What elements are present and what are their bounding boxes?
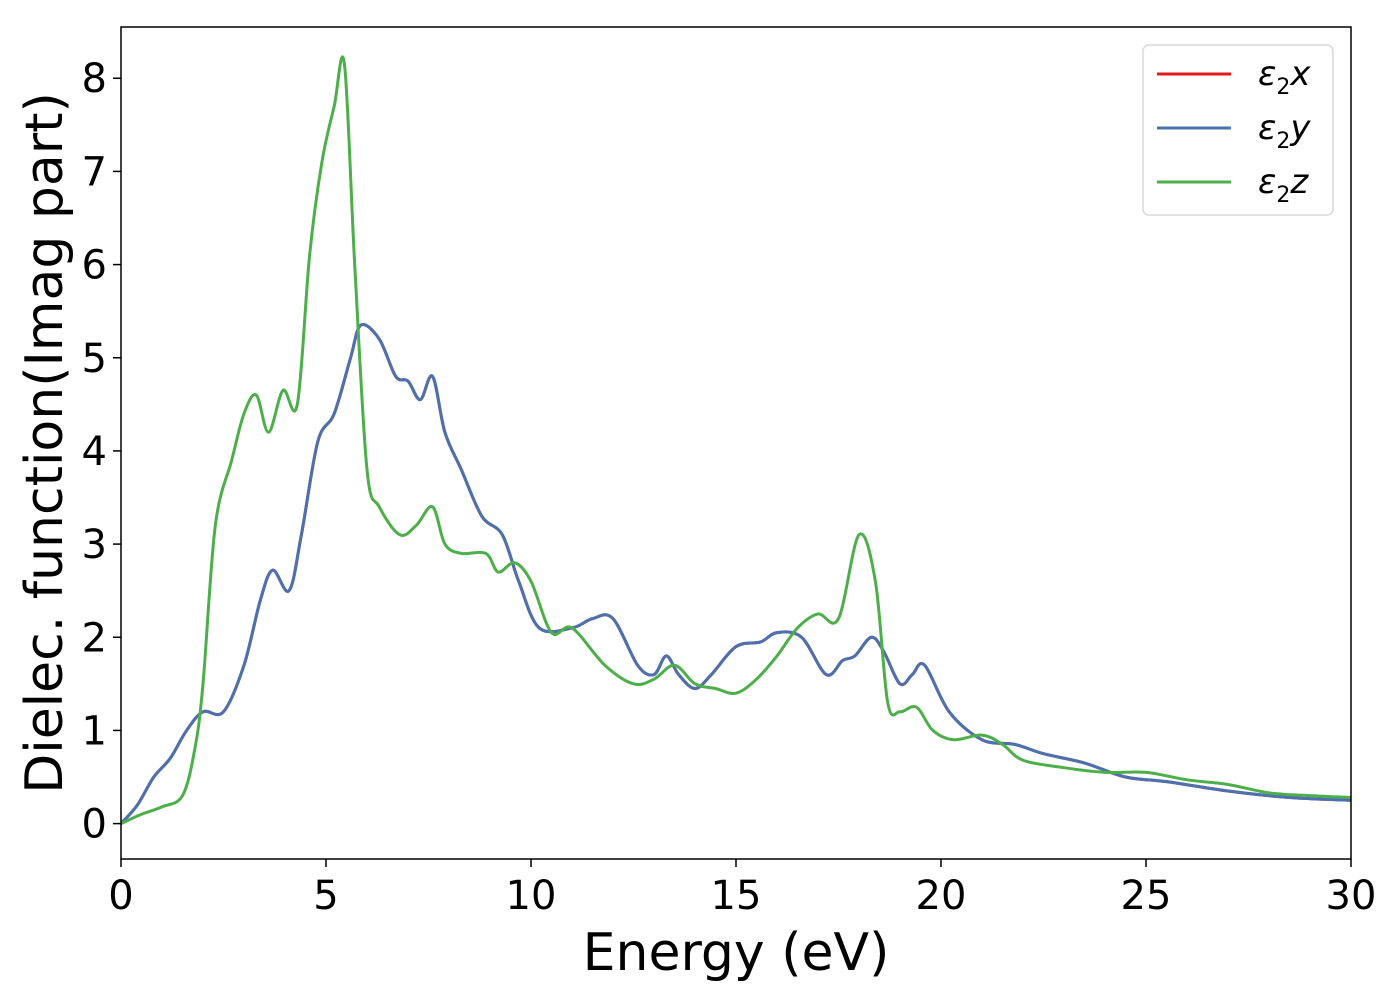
x-tick-label: 25 [1121,873,1172,919]
legend-label-eps2z: ε2z [1258,162,1309,208]
legend-label-eps2x: ε2x [1258,54,1311,100]
legend-box [1142,44,1334,216]
y-tick-label: 0 [82,802,107,848]
y-tick-label: 3 [82,522,107,568]
y-tick-label: 1 [82,708,107,754]
y-tick-label: 7 [82,149,107,195]
legend-items: ε2x ε2y ε2z [1157,54,1311,208]
x-tick-label: 30 [1326,873,1377,919]
x-axis-title: Energy (eV) [583,923,890,983]
y-tick-label: 8 [82,56,107,102]
series-layer [121,55,1351,826]
legend: ε2x ε2y ε2z [1142,44,1334,216]
x-tick-label: 15 [711,873,762,919]
y-tick-label: 2 [82,615,107,661]
x-tick-label: 20 [916,873,967,919]
y-axis-ticks: 0 1 2 3 4 5 6 7 8 [82,56,121,848]
legend-label-eps2y: ε2y [1258,108,1311,154]
x-tick-label: 5 [313,873,338,919]
y-tick-label: 4 [82,429,107,475]
x-axis-ticks: 0 5 10 15 20 25 30 [108,859,1376,919]
series-line-eps2y [121,323,1351,826]
y-tick-label: 6 [82,243,107,289]
y-tick-label: 5 [82,336,107,382]
series-line-eps2x [121,323,1351,826]
x-tick-label: 0 [108,873,133,919]
x-tick-label: 10 [506,873,557,919]
y-axis-title: Dielec. function(Imag part) [15,92,75,794]
series-line-eps2z [121,55,1351,826]
